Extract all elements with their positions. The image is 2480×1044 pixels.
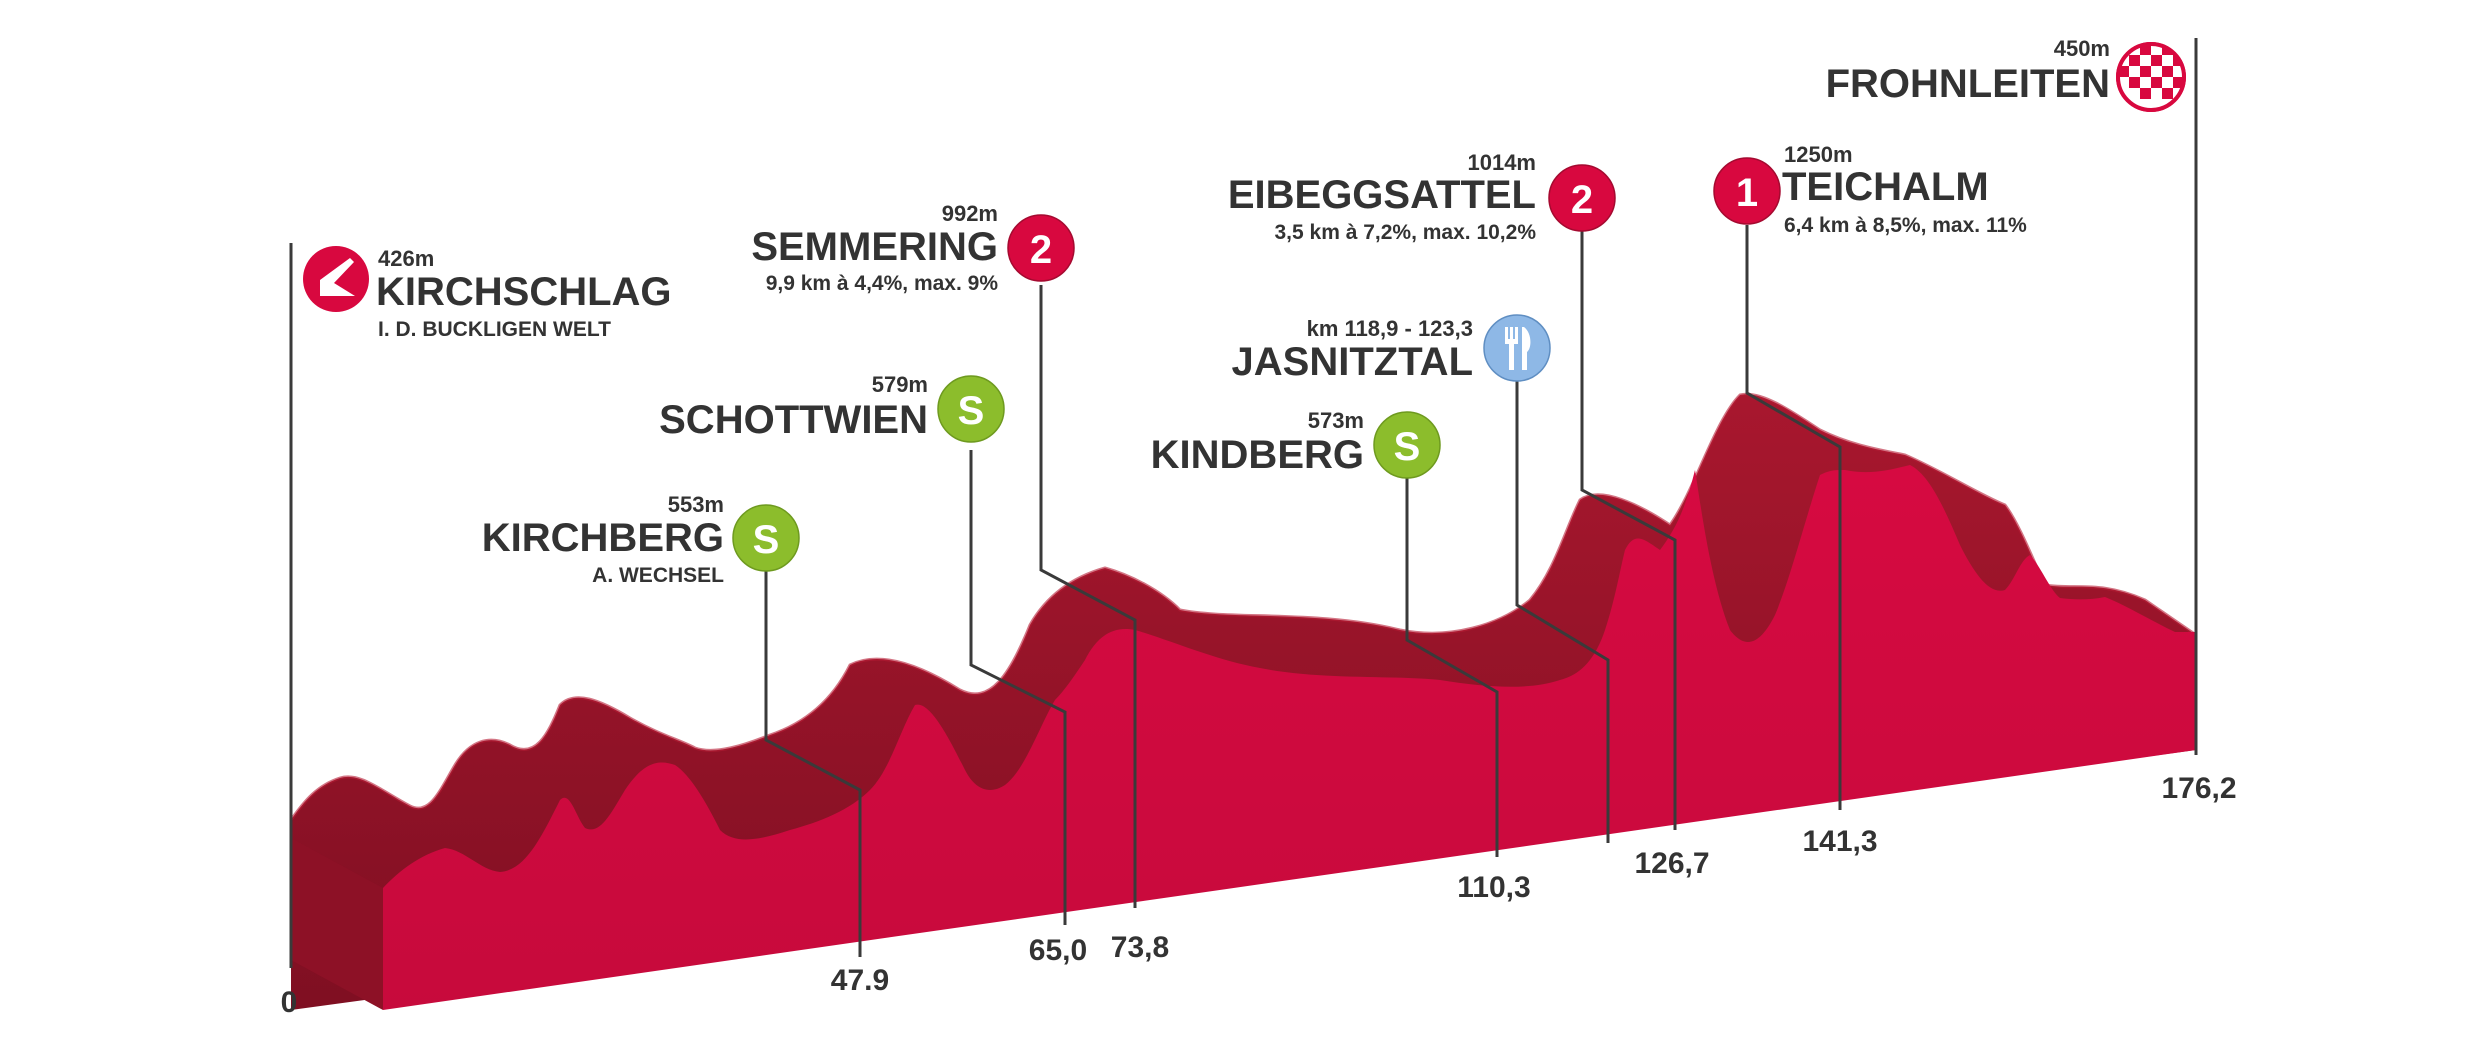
jasnitztal-feed-km: km 118,9 - 123,3 — [1307, 316, 1473, 341]
marker-lines — [289, 38, 2198, 968]
km-label-jasnitztal: 110,3 — [1457, 871, 1530, 904]
kirchberg-subtitle: A. WECHSEL — [592, 564, 724, 587]
teichalm-marker: 1 1250m TEICHALM 6,4 km à 8,5%, max. 11% — [1713, 142, 2027, 237]
km-label-schottwien: 65,0 — [1029, 934, 1087, 967]
start-name: KIRCHSCHLAG — [376, 270, 672, 314]
teichalm-badge-label: 1 — [1736, 171, 1758, 215]
schottwien-marker: S 579m SCHOTTWIEN — [659, 372, 1005, 443]
sprint-badge — [732, 504, 800, 572]
teichalm-name: TEICHALM — [1782, 165, 1989, 209]
elevation-profile — [289, 392, 2197, 1010]
km-label-finish: 176,2 — [2161, 772, 2236, 805]
kirchberg-altitude: 553m — [668, 492, 724, 517]
schottwien-name: SCHOTTWIEN — [659, 398, 928, 442]
kom-badge — [1548, 164, 1616, 232]
jasnitztal-marker: km 118,9 - 123,3 JASNITZTAL — [1232, 314, 1551, 384]
start-arrow-shape — [320, 258, 355, 296]
km-label-semmering: 73,8 — [1111, 931, 1169, 964]
kirchberg-badge-label: S — [753, 518, 780, 562]
km-label-teichalm: 141,3 — [1802, 825, 1877, 858]
semmering-altitude: 992m — [942, 201, 998, 226]
sprint-badge — [937, 375, 1005, 443]
teichalm-altitude: 1250m — [1784, 142, 1853, 167]
teichalm-line — [1745, 225, 1842, 810]
profile-ridge-line — [289, 392, 2197, 821]
km-label-eibeggsattel: 126,7 — [1634, 847, 1709, 880]
kindberg-altitude: 573m — [1308, 408, 1364, 433]
eibeggsattel-name: EIBEGGSATTEL — [1228, 173, 1536, 217]
kindberg-marker: S 573m KINDBERG — [1151, 408, 1441, 479]
kindberg-line — [1405, 475, 1499, 857]
semmering-name: SEMMERING — [751, 225, 998, 269]
profile-front-face — [383, 465, 2196, 1010]
finish-altitude: 450m — [2054, 36, 2110, 61]
sprint-badge — [1373, 411, 1441, 479]
km-label-start: 0 — [281, 986, 298, 1019]
kom-badge — [1007, 214, 1075, 282]
teichalm-climb: 6,4 km à 8,5%, max. 11% — [1784, 214, 2027, 237]
km-labels: 0 47.9 65,0 73,8 110,3 126,7 141,3 176,2 — [281, 772, 2237, 1019]
eibeggsattel-badge-label: 2 — [1571, 178, 1593, 222]
fork-knife-icon — [1483, 314, 1551, 382]
start-altitude: 426m — [378, 246, 434, 271]
semmering-climb: 9,9 km à 4,4%, max. 9% — [766, 272, 999, 295]
eibeggsattel-marker: 2 1014m EIBEGGSATTEL 3,5 km à 7,2%, max.… — [1228, 150, 1616, 244]
start-marker: 426m KIRCHSCHLAG I. D. BUCKLIGEN WELT — [303, 246, 672, 341]
kindberg-badge-label: S — [1394, 425, 1421, 469]
kirchberg-line — [764, 568, 862, 957]
schottwien-line — [969, 450, 1067, 925]
jasnitztal-line — [1515, 375, 1610, 843]
kom-badge — [1713, 157, 1781, 225]
kirchberg-marker: S 553m KIRCHBERG A. WECHSEL — [482, 492, 800, 587]
fork-knife-glyph — [1505, 327, 1531, 370]
schottwien-badge-label: S — [958, 389, 985, 433]
start-subtitle: I. D. BUCKLIGEN WELT — [378, 318, 611, 341]
finish-checkered-icon — [2116, 42, 2186, 112]
profile-left-cap — [291, 838, 383, 1010]
semmering-line — [1039, 285, 1137, 908]
semmering-marker: 2 992m SEMMERING 9,9 km à 4,4%, max. 9% — [751, 201, 1075, 295]
kindberg-name: KINDBERG — [1151, 433, 1364, 477]
jasnitztal-name: JASNITZTAL — [1232, 340, 1473, 384]
eibeggsattel-climb: 3,5 km à 7,2%, max. 10,2% — [1274, 221, 1536, 244]
eibeggsattel-line — [1580, 227, 1677, 830]
semmering-badge-label: 2 — [1030, 228, 1052, 272]
schottwien-altitude: 579m — [872, 372, 928, 397]
km-label-kirchberg: 47.9 — [831, 964, 889, 997]
eibeggsattel-altitude: 1014m — [1467, 150, 1536, 175]
finish-name: FROHNLEITEN — [1826, 62, 2110, 106]
finish-marker: 450m FROHNLEITEN — [1826, 36, 2186, 112]
kirchberg-name: KIRCHBERG — [482, 516, 724, 560]
